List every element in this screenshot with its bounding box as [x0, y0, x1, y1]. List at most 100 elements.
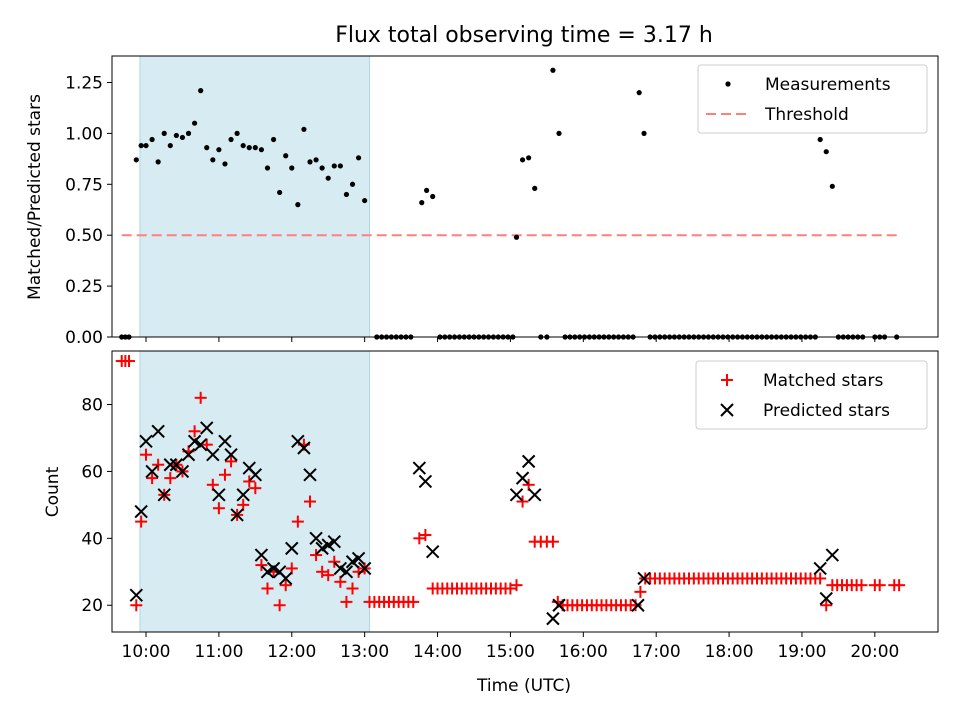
top-y-axis-label: Matched/Predicted stars [25, 94, 45, 300]
predicted-star-point [187, 434, 202, 449]
matched-star-point [310, 549, 323, 562]
predicted-star-point [260, 565, 275, 579]
predicted-star-point [412, 461, 427, 475]
measurement-point [419, 200, 425, 206]
measurement-point [313, 157, 319, 163]
predicted-star-point [285, 541, 299, 556]
measurement-point [349, 181, 356, 187]
predicted-star-point [157, 488, 171, 502]
predicted-star-point [193, 437, 208, 452]
bottom-x-tick-label: 12:00 [267, 642, 316, 662]
predicted-star-point [425, 545, 440, 559]
measurement-point [240, 142, 246, 149]
matched-star-point [413, 532, 426, 545]
measurement-point [155, 159, 161, 165]
measurement-point [424, 187, 430, 193]
matched-star-point [273, 599, 286, 612]
top-panel: 0.00 0.25 0.50 0.75 1.00 1.25 Matched/Predict… [25, 55, 939, 348]
predicted-star-point [825, 548, 840, 562]
predicted-star-point [278, 571, 293, 586]
bottom-x-ticks: 10:00 11:00 12:00 13:00 14:00 15:00 16:00 17:00… [122, 632, 899, 662]
measurement-point [234, 130, 240, 136]
predicted-star-point [129, 588, 144, 602]
bottom-x-tick-label: 11:00 [194, 642, 243, 662]
predicted-star-point [212, 488, 226, 502]
predicted-star-point [151, 424, 165, 438]
measurement-point [817, 136, 823, 143]
legend-predicted-label: Predicted stars [763, 401, 890, 421]
predicted-star-point [175, 464, 190, 479]
matched-star-point [194, 391, 207, 404]
measurement-point [331, 163, 337, 169]
matched-star-point [510, 579, 523, 592]
predicted-star-point [813, 561, 827, 576]
top-y-tick-label: 0.75 [65, 175, 103, 195]
measurement-point [252, 145, 258, 151]
legend-predicted-marker [720, 403, 734, 417]
predicted-star-point [206, 447, 220, 462]
predicted-star-point [181, 447, 196, 462]
bottom-y-ticks: 20 40 60 80 [81, 396, 112, 616]
measurement-point [204, 145, 210, 151]
matched-star-point [285, 562, 298, 575]
predicted-star-point [218, 434, 232, 449]
predicted-star-point [297, 441, 311, 455]
measurement-point [210, 157, 216, 163]
measurement-point [192, 120, 198, 126]
matched-star-point [814, 572, 827, 585]
legend-threshold-label: Threshold [764, 105, 849, 125]
matched-star-point [206, 478, 219, 491]
predicted-stars-points [129, 421, 840, 626]
predicted-star-point [315, 541, 329, 556]
matched-star-point [316, 565, 329, 578]
bottom-y-tick-label: 60 [81, 462, 103, 482]
matched-star-point [855, 579, 868, 592]
measurement-point [641, 130, 647, 136]
bottom-x-tick-label: 18:00 [705, 642, 754, 662]
measurement-point [149, 136, 155, 143]
bottom-legend-box [695, 360, 928, 430]
measurement-point [319, 165, 325, 171]
measurement-point [513, 234, 520, 240]
measurement-point [289, 165, 295, 171]
predicted-star-point [333, 561, 348, 576]
bottom-y-axis-label: Count [43, 466, 63, 517]
measurement-point [343, 191, 350, 198]
matched-star-point [820, 599, 833, 612]
measurement-points [119, 67, 900, 340]
measurement-point [823, 149, 829, 155]
matched-star-point [334, 575, 347, 588]
matched-star-point [243, 475, 256, 488]
matched-star-point [340, 595, 353, 608]
measurement-point [355, 155, 362, 161]
measurement-point [216, 147, 222, 153]
matched-star-point [249, 482, 262, 495]
predicted-star-point [200, 421, 214, 435]
predicted-star-point [552, 598, 566, 612]
measurement-point [325, 175, 331, 181]
predicted-star-point [631, 598, 645, 612]
predicted-star-point [321, 538, 335, 552]
measurement-point [829, 183, 835, 189]
matched-star-point [200, 438, 213, 451]
bottom-y-tick-label: 20 [81, 596, 103, 616]
legend-matched-label: Matched stars [763, 371, 883, 391]
matched-star-point [634, 585, 647, 598]
predicted-star-point [303, 468, 317, 482]
matched-star-point [546, 535, 559, 548]
matched-star-point [522, 478, 535, 491]
matched-star-point [152, 458, 165, 471]
matched-star-point [893, 579, 906, 592]
predicted-star-point [357, 561, 372, 576]
measurement-point [270, 136, 277, 143]
bottom-x-axis-label: Time (UTC) [476, 676, 571, 696]
measurement-point [526, 155, 532, 161]
matched-star-point [629, 599, 642, 612]
measurement-point [173, 132, 179, 139]
top-legend-box [697, 64, 928, 134]
measurement-point [550, 67, 556, 73]
measurement-point [198, 88, 204, 94]
bottom-y-tick-label: 40 [81, 529, 103, 549]
bottom-x-tick-label: 10:00 [122, 642, 171, 662]
matched-star-point [873, 579, 886, 592]
